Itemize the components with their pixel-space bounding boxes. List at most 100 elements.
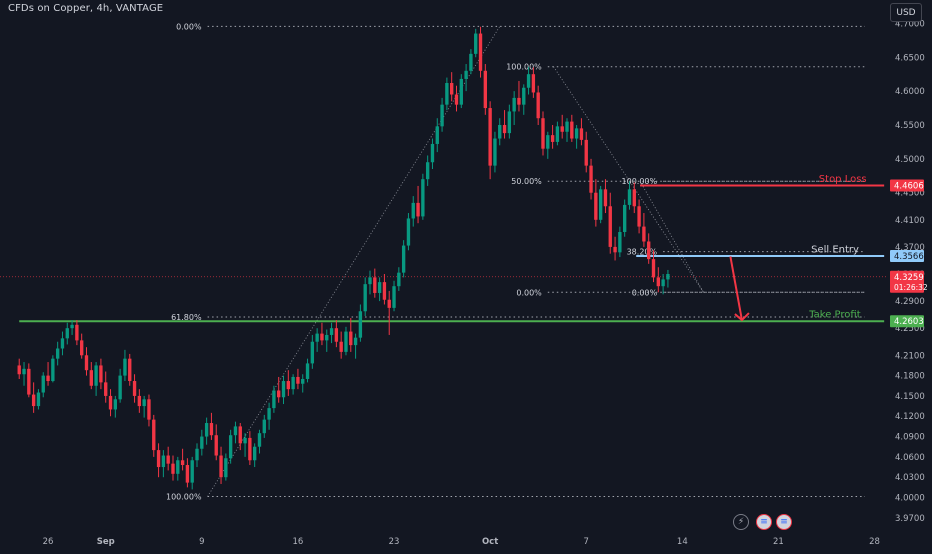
candle-body <box>142 399 146 407</box>
price-tick-label: 4.0600 <box>895 453 925 463</box>
symbol-title: CFDs on Copper, 4h, VANTAGE <box>8 3 164 14</box>
price-axis[interactable]: 4.7000 4.6500 4.6000 4.5500 4.5000 4.4500 4.41… <box>890 19 928 524</box>
candle-body <box>440 104 444 127</box>
candle-body <box>647 241 651 260</box>
time-tick-label: 16 <box>293 537 304 547</box>
candle-body <box>190 460 194 483</box>
candle-body <box>656 277 660 287</box>
candle-body <box>594 192 598 220</box>
candle-body <box>228 435 233 459</box>
price-tick-label: 4.1800 <box>895 372 925 382</box>
candle-body <box>570 121 574 139</box>
candle-body <box>666 274 670 280</box>
candle-body <box>176 460 180 474</box>
fib-trend-line <box>207 26 501 497</box>
candle-body <box>84 355 89 371</box>
fib-level-label: 0.00% <box>632 288 658 297</box>
level-annotation: Stop Loss <box>819 174 867 185</box>
time-tick-label: Sep <box>97 537 115 547</box>
candle-body <box>108 395 113 410</box>
us-flag-icon[interactable]: ≡ <box>756 514 772 530</box>
candle-body <box>584 139 588 166</box>
candle-body <box>185 465 190 483</box>
candle-body <box>257 433 262 447</box>
price-label-box <box>890 270 924 293</box>
candle-body <box>272 390 276 409</box>
candle-body <box>209 423 214 436</box>
candle-body <box>128 358 132 382</box>
candle-body <box>224 458 228 478</box>
fib-level-label: 100.00% <box>506 63 542 72</box>
candle-body <box>65 328 69 339</box>
candle-body <box>60 338 65 349</box>
level-annotation: Take Profit <box>808 309 861 320</box>
candle-body <box>358 311 363 338</box>
time-tick-label: 14 <box>677 537 688 547</box>
candle-body <box>171 463 175 474</box>
price-tick-label: 4.6500 <box>895 53 925 63</box>
candle-body <box>618 232 622 253</box>
candle-body <box>627 189 632 205</box>
candle-body <box>608 206 612 247</box>
candle-body <box>344 331 348 352</box>
candle-body <box>339 341 343 352</box>
candle-body <box>46 375 50 382</box>
candle-body <box>17 365 21 375</box>
candle-body <box>589 165 593 193</box>
price-label-countdown: 01:26:32 <box>894 283 928 292</box>
price-label-value: 4.2603 <box>894 317 924 327</box>
candle-body <box>401 245 406 273</box>
price-tick-label: 4.2100 <box>895 351 925 361</box>
currency-button[interactable]: USD <box>890 3 922 22</box>
price-tick-label: 4.3700 <box>895 243 925 253</box>
candle-body <box>70 324 74 329</box>
candle-body <box>550 135 555 142</box>
candle-body <box>248 437 252 461</box>
price-tick-label: 4.2500 <box>895 324 925 334</box>
candle-body <box>498 124 502 139</box>
candle-body <box>118 375 122 400</box>
candle-body <box>454 94 459 105</box>
fib-level-label: 0.00% <box>176 22 202 31</box>
candle-body <box>132 381 137 396</box>
candle-body <box>41 375 45 393</box>
candle-body <box>204 423 209 437</box>
time-tick-label: 7 <box>584 537 589 547</box>
candle-body <box>291 376 295 390</box>
candle-body <box>450 82 454 95</box>
candle-body <box>368 277 372 285</box>
price-tick-label: 4.5500 <box>895 121 925 131</box>
candle-body <box>613 246 617 253</box>
fib-trend-line <box>639 181 704 293</box>
price-tick-label: 4.4100 <box>895 216 925 226</box>
candle-body <box>397 272 401 287</box>
time-tick-label: 9 <box>199 537 204 547</box>
candle-body <box>51 358 55 382</box>
candle-body <box>320 333 324 341</box>
candle-body <box>152 419 156 451</box>
trade-levels-layer <box>0 184 888 323</box>
candle-body <box>373 277 377 293</box>
candle-body <box>531 74 536 93</box>
candle-body <box>387 299 391 308</box>
candle-body <box>526 74 531 88</box>
candle-body <box>416 202 420 217</box>
candle-body <box>219 455 223 478</box>
time-axis[interactable]: 26 Sep 9 16 23 Oct 7 14 21 28 <box>43 537 880 547</box>
candle-body <box>22 368 26 375</box>
candle-body <box>277 390 281 398</box>
candle-body <box>512 97 516 112</box>
candle-body <box>478 33 483 71</box>
fib-level-label: 61.80% <box>171 313 202 322</box>
price-tick-label: 4.6000 <box>895 87 925 97</box>
candle-body <box>632 189 636 207</box>
time-tick-label: 26 <box>43 537 54 547</box>
candle-body <box>104 382 108 396</box>
us-flag-icon[interactable]: ≡ <box>776 514 792 530</box>
candle-body <box>546 135 550 149</box>
candle-body <box>555 126 560 142</box>
candle-body <box>80 340 84 356</box>
lightning-icon[interactable]: ⚡ <box>733 514 749 530</box>
